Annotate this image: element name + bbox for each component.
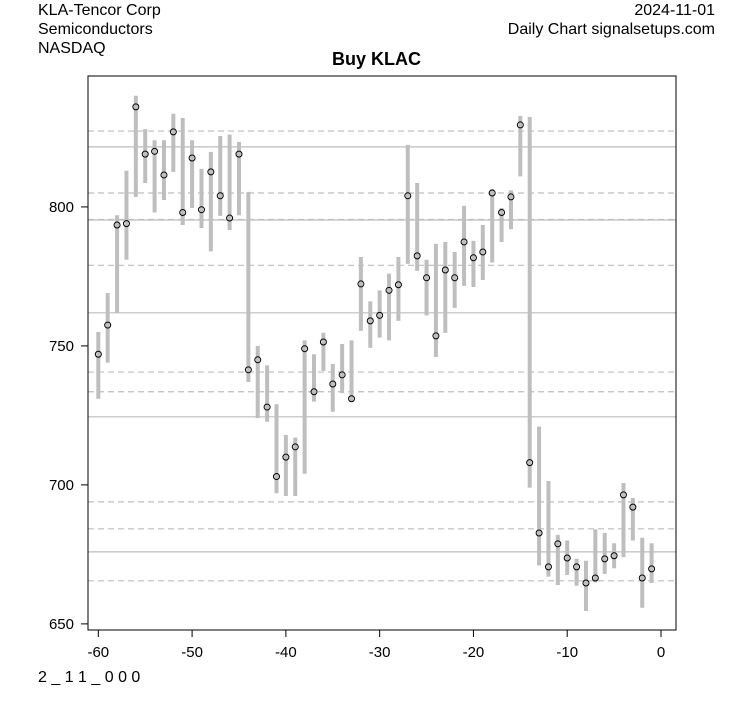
- close-marker: [591, 574, 599, 582]
- close-marker: [235, 150, 243, 158]
- close-marker: [291, 443, 299, 451]
- close-marker: [629, 503, 637, 511]
- close-marker: [319, 338, 327, 346]
- x-tick-label: 0: [657, 644, 665, 661]
- close-marker: [469, 254, 477, 262]
- close-marker: [507, 193, 515, 201]
- chart-title: Buy KLAC: [332, 49, 421, 69]
- close-marker: [216, 192, 224, 200]
- footer-code: 2 _ 1 1 _ 0 0 0: [38, 669, 141, 686]
- close-marker: [366, 317, 374, 325]
- close-marker: [132, 103, 140, 111]
- close-marker: [357, 280, 365, 288]
- close-marker: [207, 168, 215, 176]
- close-marker: [141, 150, 149, 158]
- close-marker: [188, 154, 196, 162]
- close-marker: [404, 192, 412, 200]
- y-tick-label: 750: [49, 338, 74, 355]
- close-marker: [151, 147, 159, 155]
- x-tick-label: -20: [463, 644, 485, 661]
- close-marker: [423, 274, 431, 282]
- close-marker: [376, 311, 384, 319]
- close-marker: [197, 206, 205, 214]
- close-marker: [254, 356, 262, 364]
- close-marker: [498, 208, 506, 216]
- close-marker: [329, 380, 337, 388]
- close-marker: [479, 248, 487, 256]
- close-marker: [451, 274, 459, 282]
- close-marker: [301, 345, 309, 353]
- exchange: NASDAQ: [38, 40, 106, 57]
- x-tick-label: -40: [275, 644, 297, 661]
- close-marker: [244, 366, 252, 374]
- close-marker: [94, 350, 102, 358]
- x-tick-label: -10: [556, 644, 578, 661]
- x-tick-label: -30: [369, 644, 391, 661]
- y-tick-label: 650: [49, 616, 74, 633]
- close-marker: [263, 403, 271, 411]
- close-marker: [104, 321, 112, 329]
- close-marker: [526, 459, 534, 467]
- close-marker: [413, 252, 421, 260]
- close-marker: [338, 371, 346, 379]
- close-marker: [179, 208, 187, 216]
- chart-source: Daily Chart signalsetups.com: [507, 21, 715, 38]
- close-marker: [272, 473, 280, 481]
- close-marker: [226, 214, 234, 222]
- close-marker: [160, 171, 168, 179]
- y-tick-label: 800: [49, 199, 74, 216]
- close-marker: [535, 529, 543, 537]
- close-marker: [610, 552, 618, 560]
- close-marker: [460, 238, 468, 246]
- close-marker: [516, 121, 524, 129]
- sector: Semiconductors: [38, 21, 153, 38]
- close-marker: [394, 281, 402, 289]
- x-tick-label: -60: [87, 644, 109, 661]
- close-marker: [122, 220, 130, 228]
- close-marker: [441, 266, 449, 274]
- close-marker: [619, 491, 627, 499]
- close-marker: [169, 128, 177, 136]
- close-marker: [563, 554, 571, 562]
- y-tick-label: 700: [49, 477, 74, 494]
- x-tick-label: -50: [181, 644, 203, 661]
- close-marker: [310, 388, 318, 396]
- company-name: KLA-Tencor Corp: [38, 2, 161, 19]
- close-marker: [348, 395, 356, 403]
- plot-frame: [87, 75, 677, 631]
- close-marker: [648, 565, 656, 573]
- close-marker: [554, 540, 562, 548]
- close-marker: [385, 286, 393, 294]
- close-marker: [488, 189, 496, 197]
- close-marker: [582, 579, 590, 587]
- close-marker: [282, 453, 290, 461]
- close-marker: [544, 563, 552, 571]
- close-marker: [113, 221, 121, 229]
- close-marker: [573, 563, 581, 571]
- close-marker: [432, 332, 440, 340]
- chart-date: 2024-11-01: [634, 2, 715, 19]
- close-marker: [601, 555, 609, 563]
- close-marker: [638, 574, 646, 582]
